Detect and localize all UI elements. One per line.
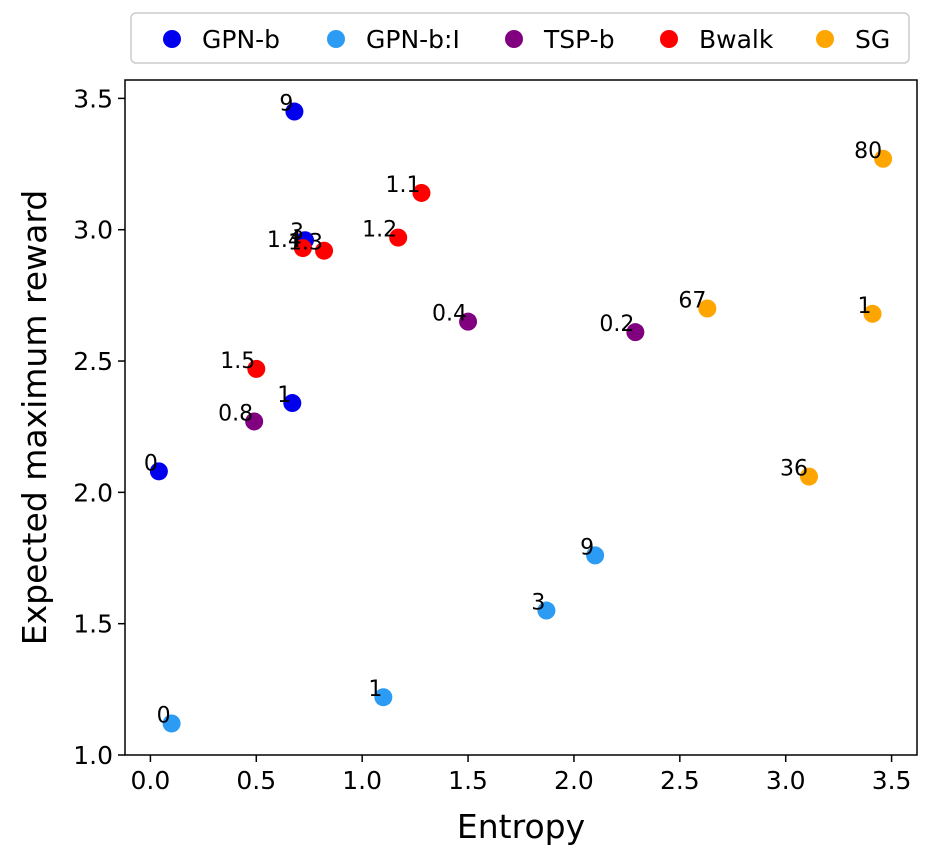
- data-label: 36: [780, 457, 808, 482]
- data-point: [863, 304, 882, 323]
- x-axis-title: Entropy: [457, 807, 585, 846]
- data-point: [537, 601, 556, 620]
- series-bwalk: 1.5 1.41.3 1.2 1.1: [220, 173, 431, 378]
- data-label: 0.8: [218, 401, 253, 426]
- data-label: 1: [277, 383, 291, 408]
- data-point: [874, 149, 893, 168]
- data-label: 1.5: [220, 349, 255, 374]
- data-label: 3: [531, 591, 545, 616]
- data-point: [800, 467, 818, 486]
- y-tick-label: 1.0: [73, 741, 113, 770]
- x-tick-label: 2.5: [660, 766, 700, 795]
- data-label: 1.1: [385, 173, 420, 198]
- data-label: 80: [854, 139, 882, 164]
- series-gpn-b-i: 0 1 3 9: [157, 535, 605, 733]
- data-point: [374, 688, 393, 707]
- y-tick-label: 3.5: [73, 84, 113, 113]
- series-sg: 36 67 1 80: [678, 139, 893, 486]
- legend-marker: [816, 30, 834, 48]
- data-point: [698, 299, 717, 318]
- legend-label: GPN-b: [202, 25, 280, 54]
- y-axis-title: Expected maximum reward: [15, 190, 54, 646]
- y-tick-label: 2.0: [73, 478, 113, 507]
- data-label: 1.2: [362, 218, 397, 243]
- legend-marker: [505, 30, 523, 48]
- data-point: [389, 228, 408, 247]
- plot-frame: [124, 79, 918, 756]
- legend: GPN-b GPN-b:I TSP-b Bwalk SG: [130, 12, 910, 64]
- x-tick-label: 0.0: [131, 766, 171, 795]
- data-label: 67: [678, 289, 706, 314]
- legend-label: SG: [855, 25, 890, 54]
- data-point: [283, 394, 302, 413]
- x-tick-label: 3.5: [872, 766, 912, 795]
- data-point: [315, 241, 334, 260]
- data-label: 0: [157, 703, 171, 728]
- legend-marker: [660, 30, 678, 48]
- data-label: 9: [580, 535, 594, 560]
- legend-label: GPN-b:I: [366, 25, 460, 54]
- x-tick-label: 1.5: [448, 766, 488, 795]
- legend-marker: [327, 30, 345, 48]
- legend-marker: [163, 30, 181, 48]
- data-label: 1: [858, 294, 872, 319]
- y-tick-label: 2.5: [73, 347, 113, 376]
- data-point: [149, 462, 168, 481]
- plot-area: 0.0 0.5 1.0 1.5 2.0 2.5 3.0 3.5 1.0 1.5 2.0 2.5 3.0 3…: [73, 79, 918, 795]
- data-label: 9: [279, 92, 293, 117]
- data-point: [285, 102, 304, 121]
- data-point: [247, 359, 266, 378]
- series-gpn-b: 0 1 3 9: [144, 92, 314, 481]
- legend-label: TSP-b: [543, 25, 615, 54]
- y-tick-label: 1.5: [73, 610, 113, 639]
- data-point: [162, 714, 181, 733]
- y-tick-label: 3.0: [73, 216, 113, 245]
- data-label: 1.3: [288, 231, 323, 256]
- data-label: 0.2: [599, 312, 634, 337]
- x-tick-label: 0.5: [236, 766, 276, 795]
- x-tick-label: 2.0: [554, 766, 594, 795]
- data-label: 3: [290, 220, 304, 245]
- data-point: [293, 239, 312, 258]
- data-point: [412, 183, 431, 202]
- x-tick-label: 3.0: [766, 766, 806, 795]
- legend-label: Bwalk: [699, 25, 774, 54]
- x-tick-label: 1.0: [342, 766, 382, 795]
- series-tsp-b: 0.8 0.4 0.2: [218, 302, 645, 431]
- data-label: 0: [144, 451, 158, 476]
- data-point: [586, 546, 605, 565]
- data-label: 1: [368, 677, 382, 702]
- data-point: [245, 412, 264, 431]
- data-point: [626, 323, 645, 342]
- data-label: 1.4: [267, 228, 302, 253]
- data-label: 0.4: [432, 302, 467, 327]
- data-point: [459, 312, 478, 331]
